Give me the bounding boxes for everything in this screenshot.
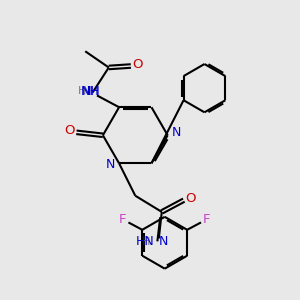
Text: NH: NH [82, 85, 100, 98]
Text: N: N [159, 236, 168, 248]
Text: H: H [78, 86, 86, 96]
Text: O: O [185, 192, 196, 205]
Text: NH: NH [81, 85, 100, 98]
Text: O: O [65, 124, 75, 137]
Text: H: H [142, 237, 150, 247]
Text: F: F [119, 213, 126, 226]
Text: F: F [203, 213, 211, 226]
Text: O: O [132, 58, 142, 71]
Text: N: N [106, 158, 116, 171]
Text: N: N [172, 126, 181, 140]
Text: HN: HN [136, 235, 154, 248]
